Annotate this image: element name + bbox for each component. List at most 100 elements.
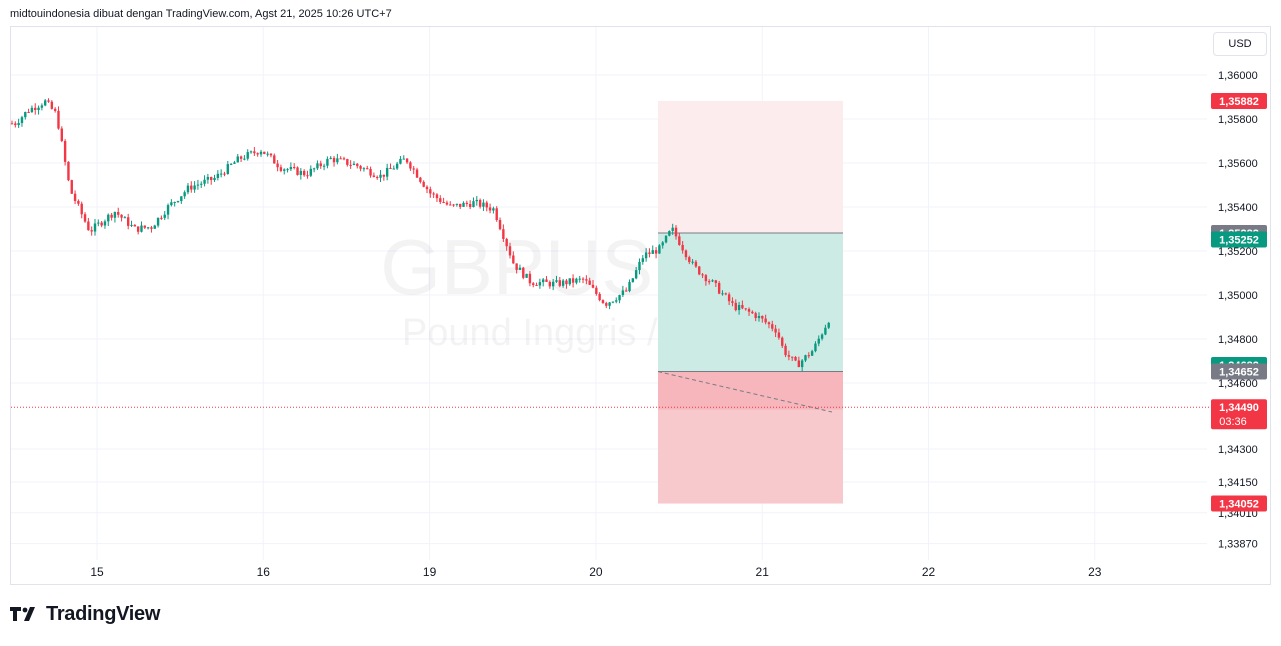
candle [668, 230, 671, 237]
candle-body [110, 214, 113, 218]
candle-body [322, 165, 326, 167]
candle [173, 201, 176, 207]
candle [286, 168, 289, 173]
candle-body [103, 221, 107, 226]
candle [216, 170, 220, 181]
candle-body [522, 267, 525, 278]
candle [615, 297, 618, 304]
candle-body [747, 309, 751, 312]
candle-body [498, 219, 502, 230]
candle-body [77, 200, 80, 204]
candle-body [117, 211, 120, 215]
candle [67, 161, 70, 182]
candle-body [704, 275, 708, 282]
candle [472, 197, 475, 208]
candle-body [555, 280, 558, 282]
candle [568, 278, 571, 286]
candle-body [399, 158, 402, 164]
candle [190, 181, 193, 193]
candle-body [47, 100, 50, 102]
candle [588, 277, 591, 286]
candle [784, 343, 787, 358]
price-tick-label: 1,35400 [1218, 202, 1258, 214]
candle-body [744, 308, 747, 310]
candle [14, 121, 17, 128]
candle-body [120, 214, 123, 218]
candle [176, 200, 180, 203]
candle-body [359, 166, 362, 169]
candle [17, 118, 20, 128]
candle-body [787, 355, 791, 357]
candle-body [309, 168, 312, 176]
candle-body [475, 199, 478, 202]
candle [654, 247, 658, 259]
candle-body [708, 281, 711, 283]
candle-body [711, 280, 714, 282]
candle-body [568, 278, 571, 285]
candle-body [628, 282, 631, 292]
candle [551, 278, 555, 291]
candle-body [515, 263, 518, 270]
candle-body [369, 168, 372, 176]
candle [485, 200, 488, 212]
candle-body [422, 181, 425, 187]
candle-body [306, 175, 309, 177]
candle-body [598, 293, 601, 301]
candle [678, 232, 681, 246]
candle-body [439, 198, 442, 202]
candle [744, 308, 747, 311]
candle-body [442, 201, 445, 203]
candle-body [80, 203, 83, 215]
candle-body [246, 152, 249, 159]
candle [508, 242, 512, 259]
currency-button[interactable]: USD [1213, 32, 1267, 56]
candle [249, 150, 253, 154]
candle-body [24, 111, 27, 118]
candle-body [551, 281, 555, 287]
candle [163, 211, 166, 221]
candle-body [535, 284, 538, 286]
candle-body [143, 225, 146, 228]
candle-body [724, 293, 727, 295]
candle-body [764, 318, 767, 323]
candle-body [492, 208, 495, 211]
candle [193, 181, 196, 193]
candle-body [698, 266, 701, 275]
candle [24, 111, 27, 120]
candle-body [435, 194, 439, 199]
candle-body [73, 193, 77, 201]
candle-body [17, 123, 20, 126]
candle-body [127, 217, 130, 226]
price-tick-label: 1,35800 [1218, 114, 1258, 126]
last-price-tag: 1,34490 03:36 [1211, 399, 1267, 430]
candle-body [279, 167, 283, 171]
candle [183, 190, 186, 199]
tradingview-brand[interactable]: TradingView [10, 603, 160, 626]
candle [505, 237, 508, 251]
candle [206, 173, 210, 184]
candle [123, 215, 127, 219]
price-tag-label: 1,35882 [1219, 96, 1259, 108]
open-loss-zone [658, 371, 843, 410]
candle-body [502, 229, 505, 239]
candle-body [293, 167, 296, 169]
candle-body [794, 356, 797, 361]
candle-body [452, 204, 455, 206]
candle [498, 217, 502, 231]
candle [110, 212, 113, 221]
candle-body [419, 177, 422, 182]
candle [107, 213, 110, 227]
candle-body [249, 151, 253, 153]
candle [372, 172, 376, 178]
candle [435, 193, 439, 202]
candle-body [631, 278, 635, 283]
candle-body [372, 175, 376, 177]
candle [70, 179, 73, 194]
candle [721, 290, 724, 296]
candle [781, 336, 784, 349]
price-tag-label: 1,34652 [1219, 367, 1259, 379]
candle [512, 251, 515, 264]
candle [44, 99, 47, 107]
candle [571, 274, 575, 288]
